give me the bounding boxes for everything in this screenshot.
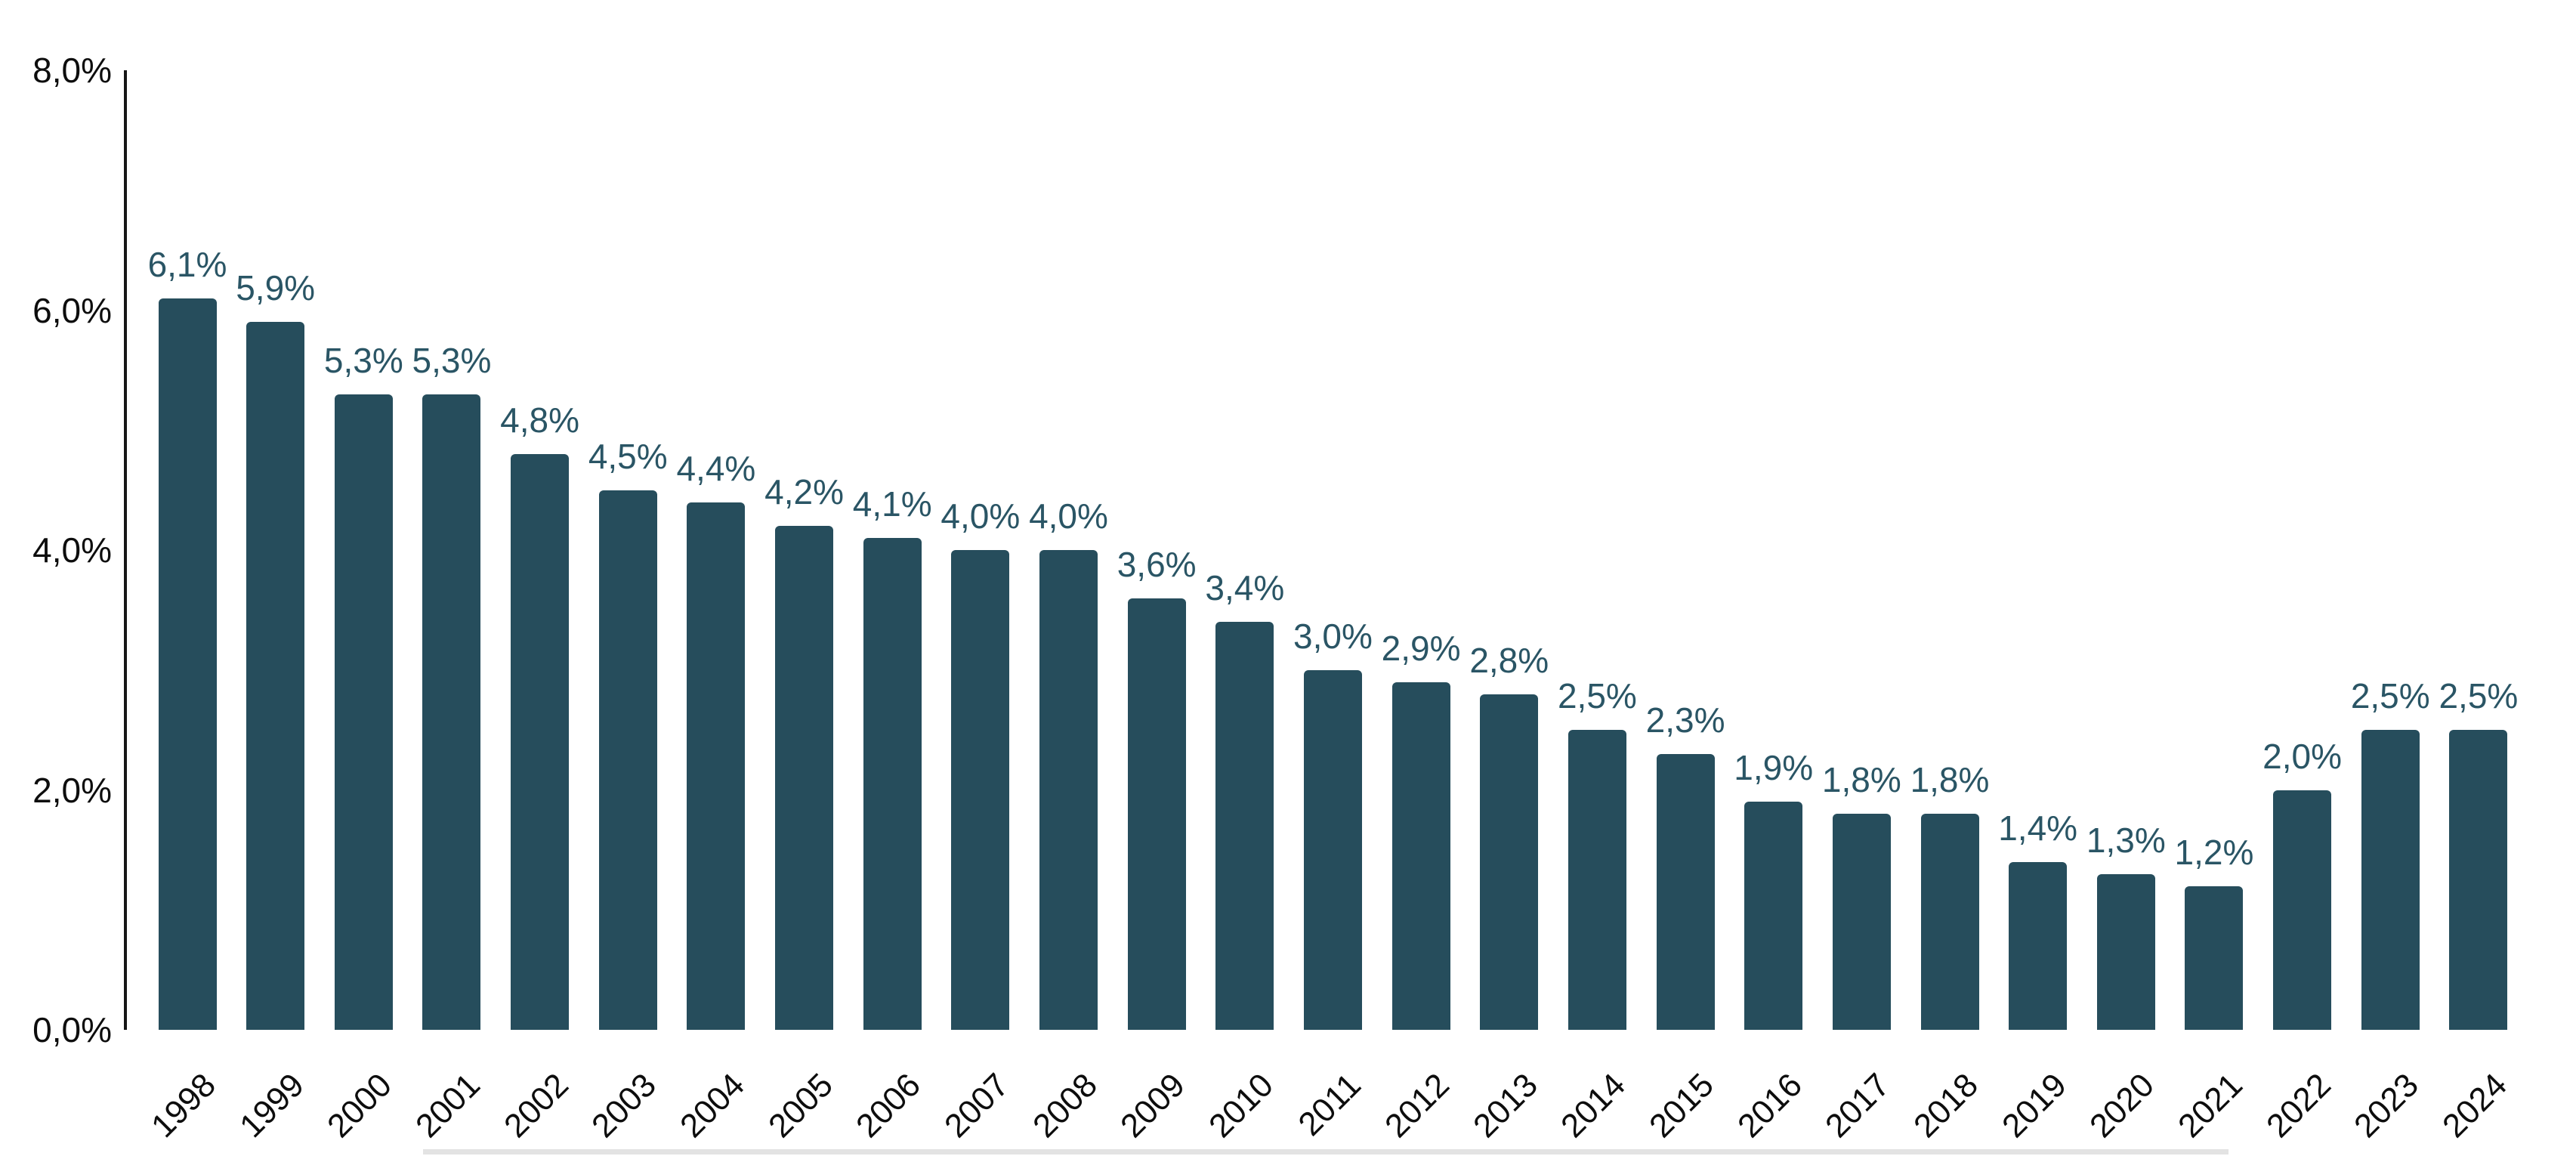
bar-value-label: 5,3% <box>323 340 403 380</box>
bar <box>2096 873 2155 1030</box>
bar-value-label: 1,2% <box>2174 832 2254 872</box>
bar-value-label: 5,9% <box>236 268 316 308</box>
bar-value-label: 1,3% <box>2086 820 2166 860</box>
bar <box>422 394 481 1030</box>
bar <box>158 298 217 1030</box>
y-tick-label: 6,0% <box>32 290 112 330</box>
y-tick-label: 0,0% <box>32 1010 112 1049</box>
bar-value-label: 3,4% <box>1205 568 1285 608</box>
bar <box>1568 730 1626 1030</box>
y-tick-label: 8,0% <box>32 51 112 90</box>
bar-value-label: 3,0% <box>1293 616 1373 656</box>
bar <box>2185 886 2244 1030</box>
bar <box>1215 622 1274 1030</box>
bar-value-label: 4,0% <box>1029 496 1108 536</box>
bar <box>2273 790 2332 1030</box>
bar-value-label: 2,0% <box>2262 736 2343 776</box>
bar-value-label: 2,3% <box>1645 700 1725 740</box>
bar <box>2009 861 2068 1030</box>
y-tick-label: 4,0% <box>32 530 112 570</box>
bar <box>1656 753 1715 1030</box>
bar <box>2361 730 2420 1030</box>
bar <box>1744 802 1803 1030</box>
bar-value-label: 2,5% <box>2350 676 2430 716</box>
bar <box>598 490 657 1030</box>
bar <box>1039 550 1098 1030</box>
bar-value-label: 4,2% <box>764 472 844 512</box>
bar-value-label: 3,6% <box>1117 544 1197 584</box>
bar-value-label: 1,8% <box>1910 760 1990 800</box>
bar-value-label: 2,5% <box>1557 676 1637 716</box>
bar-value-label: 4,5% <box>588 436 668 476</box>
bar <box>775 526 834 1030</box>
bar-value-label: 2,9% <box>1381 628 1461 668</box>
bar-value-label: 1,8% <box>1821 760 1901 800</box>
bar-value-label: 2,5% <box>2439 676 2519 716</box>
bar <box>951 550 1010 1030</box>
bar <box>246 322 305 1030</box>
bar <box>863 538 922 1030</box>
bar <box>1303 669 1362 1030</box>
y-axis-line <box>124 70 127 1030</box>
bar <box>1480 694 1539 1030</box>
bar-value-label: 1,4% <box>1998 808 2078 848</box>
bar-value-label: 4,0% <box>941 496 1021 536</box>
bar <box>2449 730 2508 1030</box>
bar <box>1832 814 1891 1030</box>
bar <box>1920 814 1979 1030</box>
bar <box>1127 598 1186 1030</box>
bar-value-label: 5,3% <box>412 340 492 380</box>
bottom-divider <box>423 1149 2229 1154</box>
x-tick-label: 1998 <box>144 1066 223 1145</box>
bar <box>687 502 746 1030</box>
bar <box>511 454 570 1030</box>
bar-value-label: 4,8% <box>500 400 580 440</box>
bar-value-label: 1,9% <box>1734 748 1814 788</box>
y-tick-label: 2,0% <box>32 770 112 810</box>
bar-value-label: 2,8% <box>1469 640 1549 680</box>
bar-value-label: 4,4% <box>676 448 756 488</box>
bar <box>1391 682 1450 1030</box>
bar <box>334 394 393 1030</box>
bar-value-label: 4,1% <box>852 484 932 524</box>
bar-value-label: 6,1% <box>147 244 227 284</box>
